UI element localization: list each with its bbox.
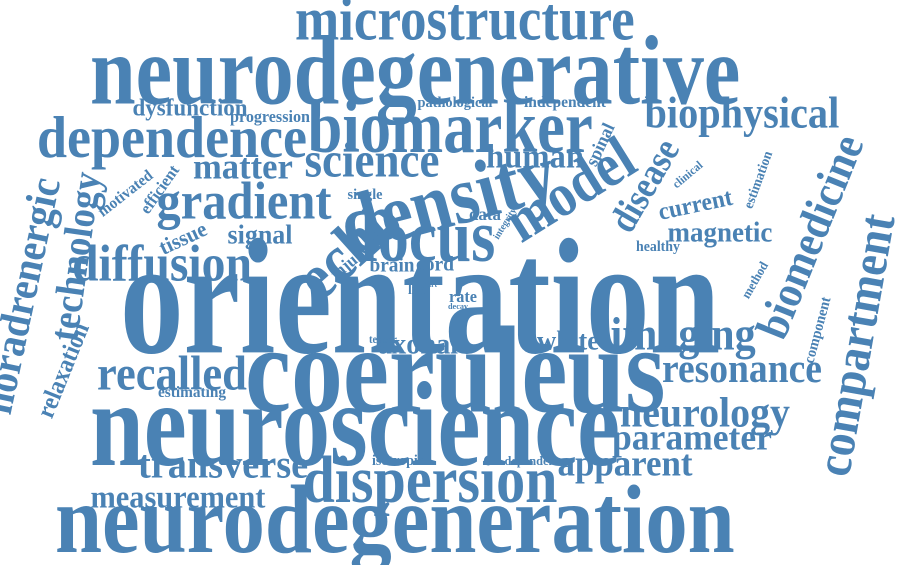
word-estimating: estimating [158, 383, 227, 401]
word-imaging: imaging [610, 308, 756, 361]
word-biophysical: biophysical [644, 87, 840, 138]
word-dispersion: dispersion [302, 442, 558, 517]
word-recalled: recalled [97, 344, 247, 400]
word-rate: rate [449, 286, 477, 307]
word-dependence: dependence [37, 104, 307, 170]
word-part: part [423, 279, 438, 290]
word-healthy: healthy [636, 239, 680, 256]
word-science: science [304, 131, 440, 187]
word-signal: signal [227, 219, 293, 250]
word-single: single [347, 186, 383, 204]
word-orientation: orientation [120, 206, 721, 389]
word-data: data [469, 203, 501, 224]
word-pathological: pathological [417, 94, 493, 112]
word-biomarker: biomarker [307, 84, 593, 169]
word-parameter: parameter [612, 415, 772, 458]
word-life: life [408, 281, 427, 298]
word-human: human [486, 137, 585, 176]
word-tensor: tensor [369, 334, 397, 347]
word-cord: cord [416, 253, 455, 276]
word-magnetic: magnetic [667, 215, 773, 248]
word-white: white [537, 323, 600, 356]
word-resonance: resonance [662, 346, 822, 393]
word-microstructure: microstructure [295, 0, 635, 53]
word-axonal: axonal [378, 328, 459, 361]
word-diffusion: diffusion [72, 235, 252, 293]
word-neurology: neurology [620, 388, 790, 437]
word-gradient: gradient [156, 172, 332, 231]
word-transverse: transverse [138, 442, 309, 488]
word-neuroscience: neuroscience [90, 356, 621, 491]
word-brain: brain [369, 253, 415, 277]
word-locus: locus [360, 196, 496, 278]
word-estimation: estimation [740, 148, 776, 211]
word-decay: decay [448, 301, 469, 312]
word-independent: independent [524, 93, 606, 112]
word-dysfunction: dysfunction [132, 93, 248, 121]
word-isotropic: isotropic [372, 452, 425, 470]
word-progression: progression [230, 108, 310, 127]
word-dependent: dependent [504, 453, 560, 469]
word-matter: matter [193, 146, 293, 187]
word-coeruleus: coeruleus [245, 302, 666, 440]
word-neurodegeneration: neurodegeneration [55, 466, 735, 565]
word-apparent: apparent [557, 442, 693, 484]
word-neurodegenerative: neurodegenerative [90, 15, 741, 125]
word-measurement: measurement [90, 479, 266, 515]
